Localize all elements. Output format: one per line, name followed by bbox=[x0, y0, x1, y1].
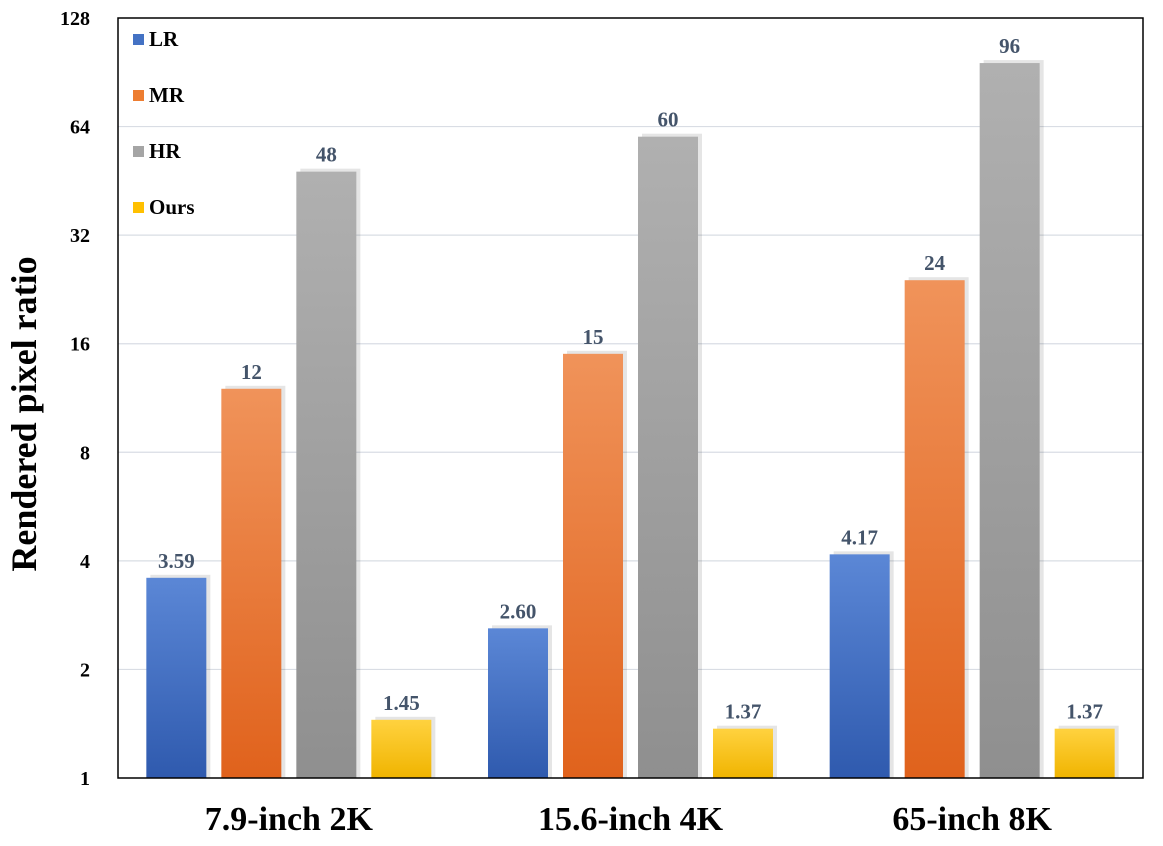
legend-swatch bbox=[133, 146, 144, 157]
bar-ours bbox=[371, 719, 432, 778]
y-tick-label: 2 bbox=[80, 659, 90, 681]
x-axis-categories: 7.9-inch 2K 15.6-inch 4K 65-inch 8K bbox=[205, 801, 1053, 838]
data-labels: 3.59 12 48 1.45 2.60 15 60 1.37 4.17 24 96 1.37 bbox=[158, 34, 1103, 724]
data-label: 15 bbox=[583, 325, 604, 349]
y-tick-label: 16 bbox=[70, 334, 90, 356]
data-label: 96 bbox=[999, 34, 1020, 58]
data-label: 48 bbox=[316, 143, 337, 167]
bar-lr bbox=[488, 628, 548, 778]
legend-label: HR bbox=[149, 139, 181, 163]
data-label: 1.45 bbox=[383, 691, 420, 715]
legend-swatch bbox=[133, 202, 144, 213]
bar-ours bbox=[1054, 728, 1115, 778]
gridlines bbox=[118, 125, 1143, 671]
y-tick-label: 64 bbox=[70, 117, 90, 139]
y-tick-label: 1 bbox=[80, 768, 90, 790]
bar-lr bbox=[829, 554, 890, 778]
y-tick-label: 8 bbox=[80, 442, 90, 464]
legend-label: LR bbox=[149, 27, 179, 51]
legend-label: Ours bbox=[149, 195, 195, 219]
bar-hr bbox=[979, 63, 1040, 778]
bar-mr bbox=[563, 353, 623, 778]
bar-lr bbox=[146, 577, 207, 778]
x-category-label: 7.9-inch 2K bbox=[205, 801, 374, 838]
data-label: 3.59 bbox=[158, 549, 195, 573]
y-tick-label: 4 bbox=[80, 551, 90, 573]
bar-hr bbox=[296, 171, 357, 779]
legend-swatch bbox=[133, 90, 144, 101]
data-label: 2.60 bbox=[500, 599, 537, 623]
bar-mr bbox=[904, 280, 965, 778]
data-label: 12 bbox=[241, 360, 262, 384]
y-axis-ticks: 1 2 4 8 16 32 64 128 bbox=[60, 8, 90, 790]
bar-hr bbox=[638, 136, 698, 779]
data-label: 1.37 bbox=[1066, 700, 1103, 724]
y-axis-title: Rendered pixel ratio bbox=[4, 256, 44, 571]
plot-frame bbox=[117, 17, 1144, 779]
y-tick-label: 128 bbox=[60, 8, 90, 30]
data-label: 24 bbox=[924, 251, 946, 275]
x-category-label: 65-inch 8K bbox=[892, 801, 1052, 838]
y-tick-label: 32 bbox=[70, 225, 90, 247]
bar-mr bbox=[221, 388, 282, 778]
bar-ours bbox=[713, 728, 773, 778]
legend-label: MR bbox=[149, 83, 185, 107]
x-category-label: 15.6-inch 4K bbox=[538, 801, 724, 838]
data-label: 4.17 bbox=[841, 525, 878, 549]
bars bbox=[146, 60, 1119, 779]
data-label: 1.37 bbox=[725, 700, 762, 724]
legend: LR MR HR Ours bbox=[133, 27, 195, 219]
data-label: 60 bbox=[658, 108, 679, 132]
legend-swatch bbox=[133, 34, 144, 45]
